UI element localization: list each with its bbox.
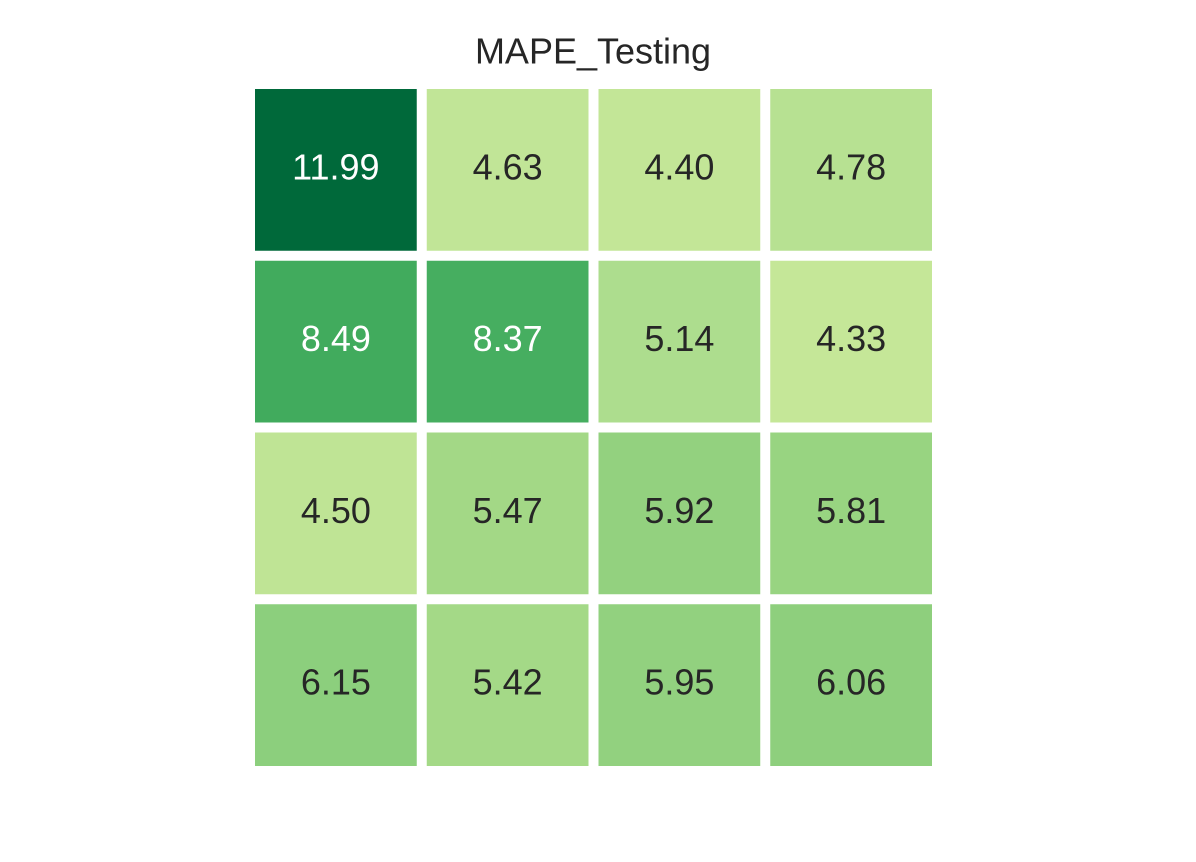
cell-label: 5.95 bbox=[644, 662, 714, 703]
heatmap-cell bbox=[426, 89, 589, 251]
cell-label: 4.78 bbox=[816, 146, 886, 187]
cell-label: 5.42 bbox=[473, 662, 543, 703]
heatmap-cell bbox=[255, 89, 417, 251]
cell-label: 8.49 bbox=[301, 318, 371, 359]
heatmap-cell bbox=[598, 604, 761, 766]
cell-label: 4.63 bbox=[473, 146, 543, 187]
heatmap-cell bbox=[770, 432, 932, 595]
heatmap-cell bbox=[770, 260, 932, 423]
cell-label: 4.33 bbox=[816, 318, 886, 359]
cell-label: 5.81 bbox=[816, 490, 886, 531]
cell-label: 5.47 bbox=[473, 490, 543, 531]
cell-label: 11.99 bbox=[292, 146, 379, 187]
cell-label: 5.92 bbox=[644, 490, 714, 531]
cell-label: 5.14 bbox=[644, 318, 714, 359]
cell-label: 6.06 bbox=[816, 662, 886, 703]
heatmap-cell bbox=[770, 604, 932, 766]
heatmap-cell bbox=[598, 260, 761, 423]
heatmap-cell bbox=[426, 604, 589, 766]
heatmap-cell bbox=[426, 432, 589, 595]
chart-title: MAPE_Testing bbox=[475, 31, 711, 72]
heatmap-cell bbox=[770, 89, 932, 251]
heatmap-cell bbox=[255, 432, 417, 595]
cell-label: 8.37 bbox=[473, 318, 543, 359]
heatmap-cell bbox=[255, 604, 417, 766]
cell-label: 4.40 bbox=[644, 146, 714, 187]
cell-label: 6.15 bbox=[301, 662, 371, 703]
heatmap-cell bbox=[255, 260, 417, 423]
heatmap-cell bbox=[598, 432, 761, 595]
cell-label: 4.50 bbox=[301, 490, 371, 531]
heatmap-cell bbox=[426, 260, 589, 423]
heatmap-cell bbox=[598, 89, 761, 251]
